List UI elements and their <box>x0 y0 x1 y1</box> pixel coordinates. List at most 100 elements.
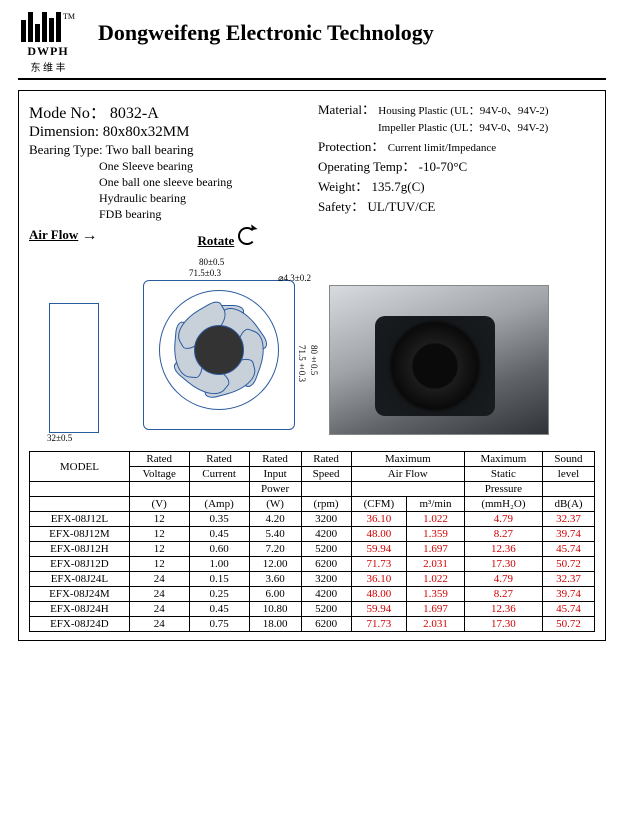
table-row: EFX-08J24H240.4510.80520059.941.69712.36… <box>30 602 595 617</box>
hdr-airflow-unit1: (CFM) <box>351 497 407 512</box>
cell-model: EFX-08J12M <box>30 527 130 542</box>
cell-db: 45.74 <box>542 602 594 617</box>
cell-db: 32.37 <box>542 572 594 587</box>
cell-rpm: 6200 <box>301 617 351 632</box>
cell-cfm: 48.00 <box>351 587 407 602</box>
bearing-line: Bearing Type: Two ball bearing <box>29 142 306 158</box>
cell-db: 39.74 <box>542 527 594 542</box>
hdr-static-mid2: Pressure <box>464 482 542 497</box>
cell-voltage: 24 <box>129 617 189 632</box>
safety-line: Safety： UL/TUV/CE <box>318 196 595 215</box>
cell-db: 32.37 <box>542 512 594 527</box>
bearing-opt: FDB bearing <box>99 207 306 222</box>
weight-value: 135.7g(C) <box>371 179 424 194</box>
mode-line: Mode No： 8032-A <box>29 99 306 123</box>
company-title: Dongweifeng Electronic Technology <box>98 20 434 46</box>
cell-power: 6.00 <box>249 587 301 602</box>
cell-current: 0.60 <box>189 542 249 557</box>
table-row: EFX-08J24M240.256.00420048.001.3598.2739… <box>30 587 595 602</box>
cell-mmh: 4.79 <box>464 512 542 527</box>
protection-label: Protection： <box>318 139 384 154</box>
material-label: Material： <box>318 102 375 117</box>
cell-m3: 1.359 <box>407 527 465 542</box>
cell-rpm: 5200 <box>301 602 351 617</box>
cell-mmh: 8.27 <box>464 527 542 542</box>
cell-model: EFX-08J24D <box>30 617 130 632</box>
weight-label: Weight： <box>318 179 368 194</box>
rotate-heading: Rotate <box>197 227 255 249</box>
cell-model: EFX-08J12D <box>30 557 130 572</box>
material-1: Housing Plastic (UL：94V-0、94V-2) <box>378 105 548 117</box>
safety-value: UL/TUV/CE <box>367 199 435 214</box>
hdr-current-mid: Current <box>189 467 249 482</box>
bearing-list: One Sleeve bearing One ball one sleeve b… <box>99 159 306 222</box>
protection-value: Current limit/Impedance <box>388 142 496 154</box>
product-photo <box>329 285 549 435</box>
hdr-airflow-unit2: m³/min <box>407 497 465 512</box>
hdr-sound-top: Sound <box>542 452 594 467</box>
optemp-value: -10-70°C <box>419 159 468 174</box>
cell-m3: 2.031 <box>407 557 465 572</box>
weight-line: Weight： 135.7g(C) <box>318 176 595 195</box>
hdr-input-top: Rated <box>249 452 301 467</box>
hdr-empty <box>129 482 189 497</box>
cell-voltage: 12 <box>129 557 189 572</box>
front-view-diagram: 80±0.5 71.5±0.3 ⌀4.3±0.2 71.5±0.3 80±0.5 <box>129 255 309 445</box>
arrow-right-icon: → <box>81 227 97 245</box>
cell-rpm: 6200 <box>301 557 351 572</box>
safety-label: Safety： <box>318 199 364 214</box>
cell-power: 10.80 <box>249 602 301 617</box>
hdr-airflow-mid: Air Flow <box>351 467 464 482</box>
logo-cn: 东 维 丰 <box>31 59 66 74</box>
tm-mark: TM <box>63 12 75 42</box>
cell-rpm: 4200 <box>301 527 351 542</box>
cell-m3: 2.031 <box>407 617 465 632</box>
hdr-voltage-top: Rated <box>129 452 189 467</box>
cell-cfm: 71.73 <box>351 557 407 572</box>
table-row: EFX-08J12D121.0012.00620071.732.03117.30… <box>30 557 595 572</box>
spec-box: Mode No： 8032-A Dimension: 80x80x32MM Be… <box>18 90 606 641</box>
cell-power: 4.20 <box>249 512 301 527</box>
hdr-static-unit: (mmH₂O) <box>464 497 542 512</box>
cell-cfm: 59.94 <box>351 602 407 617</box>
dimension-line: Dimension: 80x80x32MM <box>29 124 306 141</box>
diagram-row: 32±0.5 80±0.5 71.5±0.3 ⌀4.3±0.2 71.5±0.3… <box>29 255 595 445</box>
cell-model: EFX-08J12L <box>30 512 130 527</box>
cell-voltage: 12 <box>129 542 189 557</box>
cell-mmh: 17.30 <box>464 617 542 632</box>
airflow-label: Air Flow <box>29 227 78 242</box>
material-2: Impeller Plastic (UL：94V-0、94V-2) <box>378 119 595 135</box>
cell-power: 5.40 <box>249 527 301 542</box>
cell-cfm: 36.10 <box>351 512 407 527</box>
table-row: EFX-08J12L120.354.20320036.101.0224.7932… <box>30 512 595 527</box>
hdr-empty <box>189 482 249 497</box>
page-header: TM DWPH 东 维 丰 Dongweifeng Electronic Tec… <box>18 12 606 80</box>
cell-cfm: 48.00 <box>351 527 407 542</box>
airflow-heading: Air Flow → <box>29 227 97 249</box>
cell-current: 1.00 <box>189 557 249 572</box>
company-logo: TM DWPH 东 维 丰 <box>18 12 78 74</box>
cell-m3: 1.022 <box>407 572 465 587</box>
cell-cfm: 59.94 <box>351 542 407 557</box>
dim-value: 80x80x32MM <box>103 124 190 140</box>
hdr-static-mid: Static <box>464 467 542 482</box>
hdr-empty <box>30 497 130 512</box>
hdr-model: MODEL <box>30 452 130 482</box>
dim-80v: 80±0.5 <box>309 345 319 375</box>
hdr-input-mid: Input <box>249 467 301 482</box>
cell-db: 39.74 <box>542 587 594 602</box>
cell-voltage: 12 <box>129 527 189 542</box>
optemp-label: Operating Temp： <box>318 159 415 174</box>
hdr-input-unit: (W) <box>249 497 301 512</box>
dim-715: 71.5±0.3 <box>189 268 221 278</box>
cell-m3: 1.359 <box>407 587 465 602</box>
cell-current: 0.15 <box>189 572 249 587</box>
cell-rpm: 3200 <box>301 512 351 527</box>
cell-m3: 1.697 <box>407 602 465 617</box>
table-row: EFX-08J24D240.7518.00620071.732.03117.30… <box>30 617 595 632</box>
cell-power: 12.00 <box>249 557 301 572</box>
cell-m3: 1.022 <box>407 512 465 527</box>
hdr-airflow-top: Maximum <box>351 452 464 467</box>
hdr-current-top: Rated <box>189 452 249 467</box>
table-row: EFX-08J12M120.455.40420048.001.3598.2739… <box>30 527 595 542</box>
